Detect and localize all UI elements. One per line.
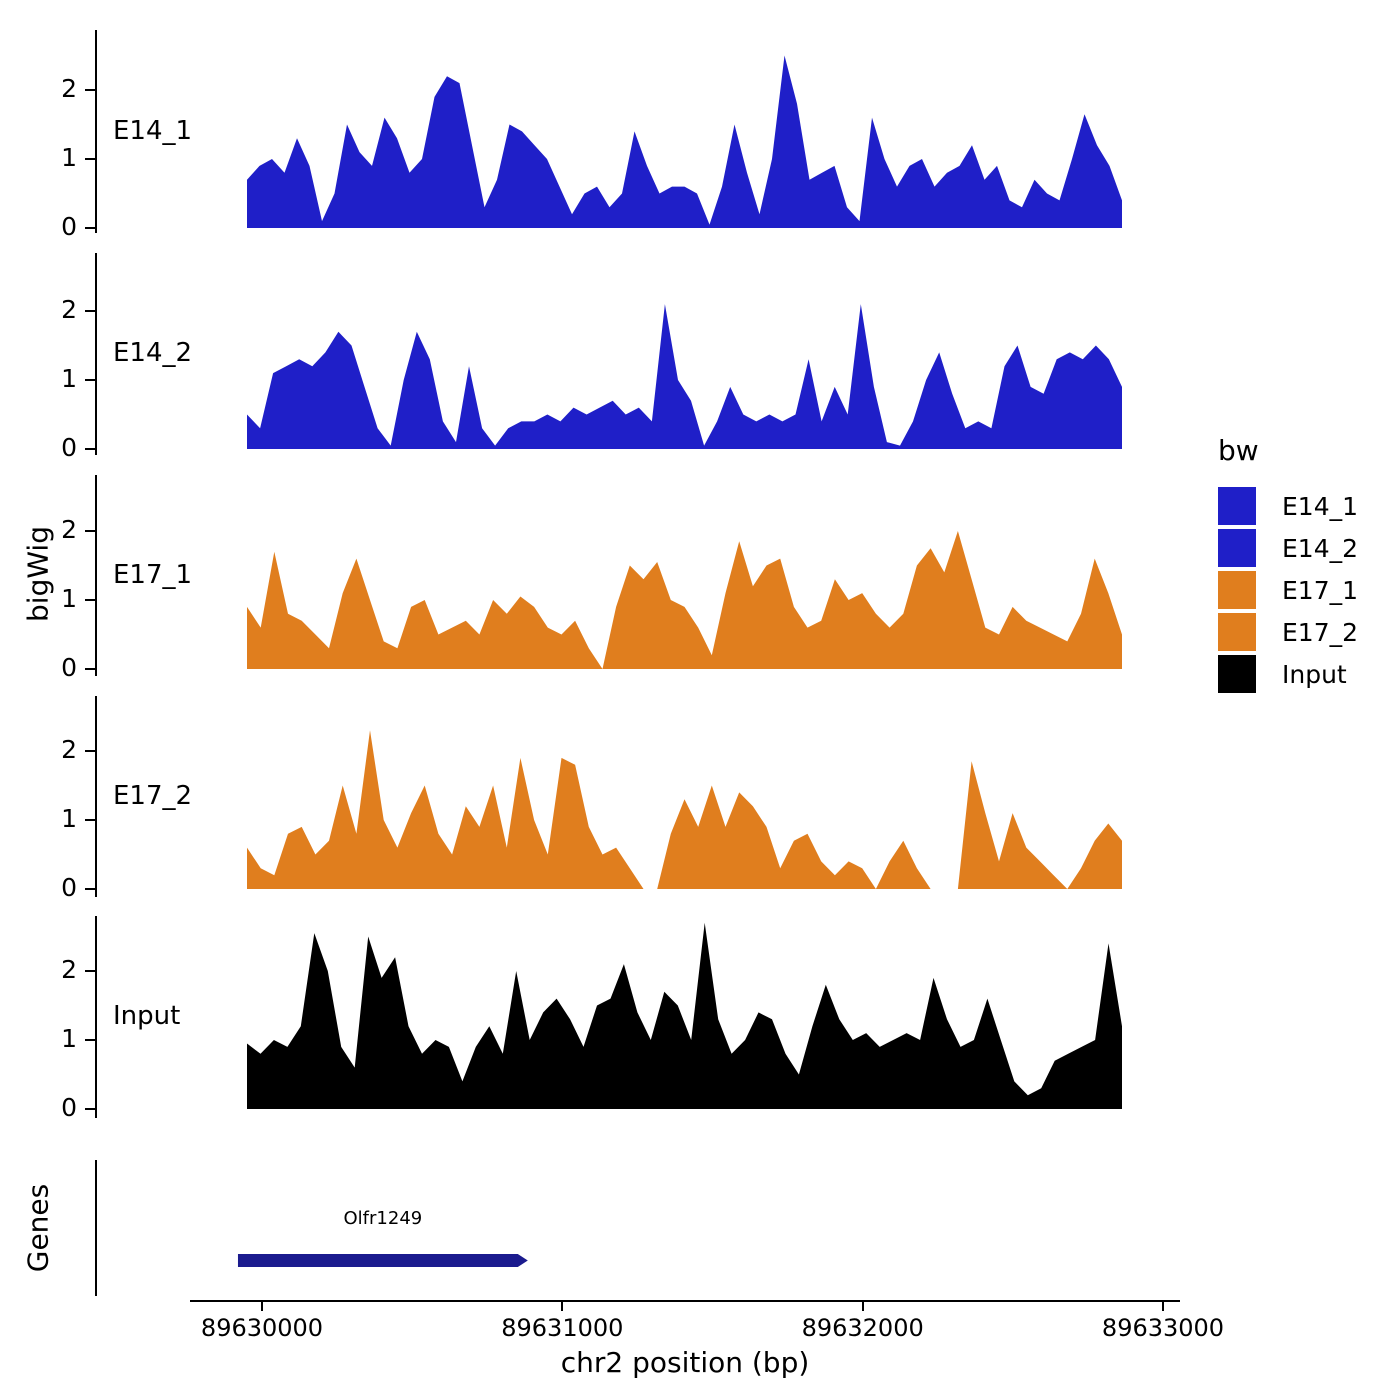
gene-label: Olfr1249 [343, 1208, 423, 1229]
track-label: Input [113, 1001, 181, 1031]
y-tick-label: 1 [61, 143, 77, 172]
y-tick-label: 0 [61, 873, 77, 902]
legend-label: E17_1 [1282, 575, 1359, 605]
y-tick-label: 2 [61, 74, 77, 103]
x-tick-mark [1162, 1302, 1164, 1311]
coverage-polygon [247, 304, 1122, 449]
genes-panel [95, 1160, 1127, 1296]
legend-label: E17_2 [1282, 617, 1359, 647]
legend-entry-e17_1: E17_1 [1218, 571, 1358, 609]
y-tick-label: 2 [61, 295, 77, 324]
y-tick-mark [85, 1108, 95, 1110]
coverage-area-E14_1 [247, 55, 1122, 228]
y-tick-mark [85, 89, 95, 91]
track-panel-e17-2: E17_2 0 1 2 [61, 696, 1127, 902]
y-tick-label: 0 [61, 1093, 77, 1122]
y-tick-label: 1 [61, 1024, 77, 1053]
track-panel-e17-1: E17_1 0 1 2 [61, 475, 1127, 682]
legend-entry-e14_2: E14_2 [1218, 529, 1358, 567]
y-tick-label: 2 [61, 735, 77, 764]
legend-entry-input: Input [1218, 655, 1358, 693]
coverage-area-E14_2 [247, 304, 1122, 449]
coverage-area-E17_2 [247, 730, 1122, 889]
coverage-polygon [247, 730, 1122, 889]
y-tick-mark [85, 599, 95, 601]
y-tick-mark [85, 448, 95, 450]
x-tick-mark [261, 1302, 263, 1311]
legend-swatch [1218, 655, 1256, 693]
x-tick-label: 89633000 [1101, 1314, 1225, 1342]
gene-body-olfr1249 [237, 1254, 528, 1267]
x-tick-label: 89631000 [501, 1314, 624, 1342]
y-tick-label: 1 [61, 584, 77, 613]
legend-swatch [1218, 613, 1256, 651]
y-tick-mark [85, 668, 95, 670]
legend-entry-e17_2: E17_2 [1218, 613, 1358, 651]
legend-entry-e14_1: E14_1 [1218, 487, 1358, 525]
y-tick-mark [85, 750, 95, 752]
legend-swatch [1218, 487, 1256, 525]
y-tick-label: 0 [61, 433, 77, 462]
y-tick-mark [85, 158, 95, 160]
gene-bar [237, 1254, 528, 1267]
y-tick-mark [85, 530, 95, 532]
y-tick-mark [85, 819, 95, 821]
y-tick-label: 2 [61, 955, 77, 984]
y-tick-label: 0 [61, 653, 77, 682]
coverage-area-E17_1 [247, 531, 1122, 669]
coverage-area-Input [247, 922, 1122, 1109]
coverage-polygon [247, 531, 1122, 669]
y-tick-mark [85, 310, 95, 312]
legend-label: Input [1282, 659, 1347, 689]
x-tick-label: 89630000 [200, 1314, 324, 1342]
legend-entries: E14_1 E14_2 E17_1 E17_2 Input [1218, 487, 1358, 693]
legend-label: E14_1 [1282, 491, 1359, 521]
y-tick-label: 1 [61, 804, 77, 833]
y-tick-mark [85, 1039, 95, 1041]
legend-swatch [1218, 571, 1256, 609]
track-panel-e14-1: E14_1 0 1 2 [61, 30, 1127, 241]
track-panel-e14-2: E14_2 0 1 2 [61, 253, 1127, 462]
coverage-polygon [247, 922, 1122, 1109]
y-tick-mark [85, 970, 95, 972]
y-tick-label: 2 [61, 515, 77, 544]
y-tick-mark [85, 227, 95, 229]
x-tick-label: 89632000 [801, 1314, 924, 1342]
coverage-polygon [247, 55, 1122, 228]
legend-label: E14_2 [1282, 533, 1359, 563]
x-tick-mark [561, 1302, 564, 1311]
x-axis-title: chr2 position (bp) [560, 1346, 810, 1379]
legend-title: bw [1218, 434, 1259, 467]
track-label: E14_1 [113, 115, 193, 146]
track-label: E17_1 [113, 559, 193, 590]
legend: bw E14_1 E14_2 E17_1 E17_2 Input [1218, 434, 1358, 697]
track-label: E14_2 [113, 338, 193, 368]
x-tick-mark [861, 1302, 864, 1311]
y-tick-label: 0 [61, 212, 77, 241]
y-tick-label: 1 [61, 364, 77, 393]
track-panel-input: Input 0 1 2 [61, 916, 1127, 1122]
y-tick-mark [85, 888, 95, 890]
x-axis-line [190, 1300, 1180, 1302]
legend-swatch [1218, 529, 1256, 567]
y-tick-mark [85, 379, 95, 381]
track-label: E17_2 [113, 780, 193, 811]
